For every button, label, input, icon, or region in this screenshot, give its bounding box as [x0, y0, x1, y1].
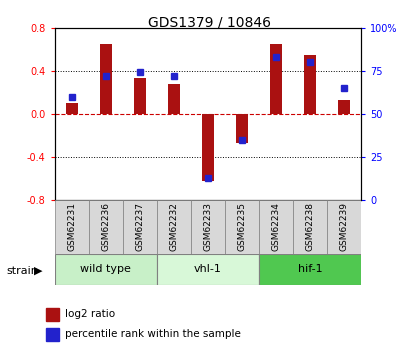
Bar — [202, 114, 214, 181]
Bar — [134, 78, 146, 114]
Bar — [157, 200, 191, 254]
Text: log2 ratio: log2 ratio — [65, 309, 116, 319]
Text: GSM62239: GSM62239 — [340, 202, 349, 252]
Text: ▶: ▶ — [34, 266, 43, 276]
Bar — [66, 103, 78, 114]
Bar — [89, 200, 123, 254]
Bar — [259, 200, 293, 254]
Text: GSM62231: GSM62231 — [67, 202, 76, 252]
Text: GSM62235: GSM62235 — [237, 202, 247, 252]
Bar — [46, 328, 59, 341]
Bar — [270, 44, 282, 114]
Text: GSM62237: GSM62237 — [135, 202, 144, 252]
Bar — [304, 55, 316, 114]
Bar — [293, 200, 327, 254]
Text: GSM62236: GSM62236 — [101, 202, 110, 252]
Bar — [236, 114, 248, 143]
Text: GSM62238: GSM62238 — [306, 202, 315, 252]
Text: percentile rank within the sample: percentile rank within the sample — [65, 329, 241, 339]
Bar — [100, 44, 112, 114]
Text: GSM62234: GSM62234 — [272, 203, 281, 251]
Text: GDS1379 / 10846: GDS1379 / 10846 — [149, 16, 271, 30]
Bar — [123, 200, 157, 254]
Text: wild type: wild type — [80, 264, 131, 274]
Text: GSM62232: GSM62232 — [169, 203, 178, 251]
Bar — [338, 100, 350, 114]
Bar — [259, 254, 361, 285]
Bar — [168, 84, 180, 114]
Bar — [191, 200, 225, 254]
Bar — [157, 254, 259, 285]
Bar — [327, 200, 361, 254]
Bar — [225, 200, 259, 254]
Bar — [46, 308, 59, 321]
Text: hif-1: hif-1 — [298, 264, 323, 274]
Text: vhl-1: vhl-1 — [194, 264, 222, 274]
Bar — [55, 254, 157, 285]
Bar — [55, 200, 89, 254]
Text: strain: strain — [6, 266, 38, 276]
Text: GSM62233: GSM62233 — [203, 202, 213, 252]
